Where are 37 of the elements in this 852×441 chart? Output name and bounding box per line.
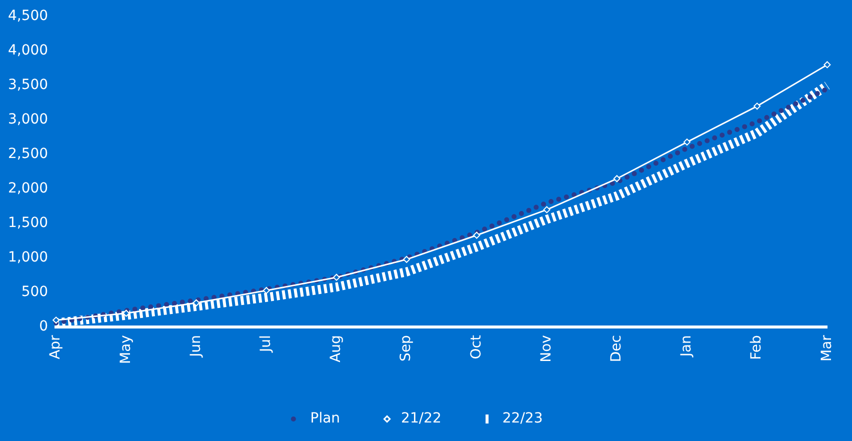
- legend-label: 22/23: [502, 410, 543, 427]
- y-tick-label: 0: [39, 318, 48, 335]
- x-tick-label: Nov: [538, 335, 554, 362]
- point: [754, 102, 761, 110]
- point: [473, 232, 480, 239]
- x-tick-label: Oct: [468, 334, 484, 360]
- y-tick-label: 1,000: [8, 250, 48, 266]
- x-tick-label: May: [118, 335, 134, 364]
- x-tick-label: Jan: [678, 335, 695, 358]
- point: [824, 61, 831, 68]
- x-tick-label: Jun: [188, 335, 204, 358]
- point: [52, 316, 60, 324]
- point: [683, 138, 690, 146]
- x-tick-label: Mar: [818, 334, 835, 362]
- y-tick-label: 3,000: [8, 112, 48, 128]
- y-tick-label: 4,000: [8, 42, 48, 59]
- y-tick-label: 500: [21, 284, 48, 300]
- x-tick-label: Sep: [398, 334, 414, 362]
- point: [122, 310, 130, 317]
- x-tick-label: Dec: [608, 335, 625, 362]
- legend-label: Plan: [310, 410, 340, 427]
- y-tick-label: 1,500: [8, 215, 48, 232]
- point: [613, 175, 620, 182]
- point: [332, 274, 340, 281]
- y-tick-label: 2,500: [8, 146, 48, 162]
- point: [262, 286, 270, 294]
- point: [403, 256, 410, 263]
- y-tick-label: 3,500: [8, 77, 48, 94]
- x-tick-label: Feb: [748, 334, 765, 360]
- point: [192, 299, 200, 306]
- x-tick-label: Aug: [328, 335, 344, 362]
- y-tick-label: 4,500: [8, 8, 48, 24]
- x-tick-label: Apr: [48, 334, 64, 360]
- legend-label: 21/22: [401, 410, 442, 427]
- y-tick-label: 2,000: [8, 180, 48, 197]
- x-tick-label: Jul: [258, 335, 274, 353]
- point: [543, 206, 550, 214]
